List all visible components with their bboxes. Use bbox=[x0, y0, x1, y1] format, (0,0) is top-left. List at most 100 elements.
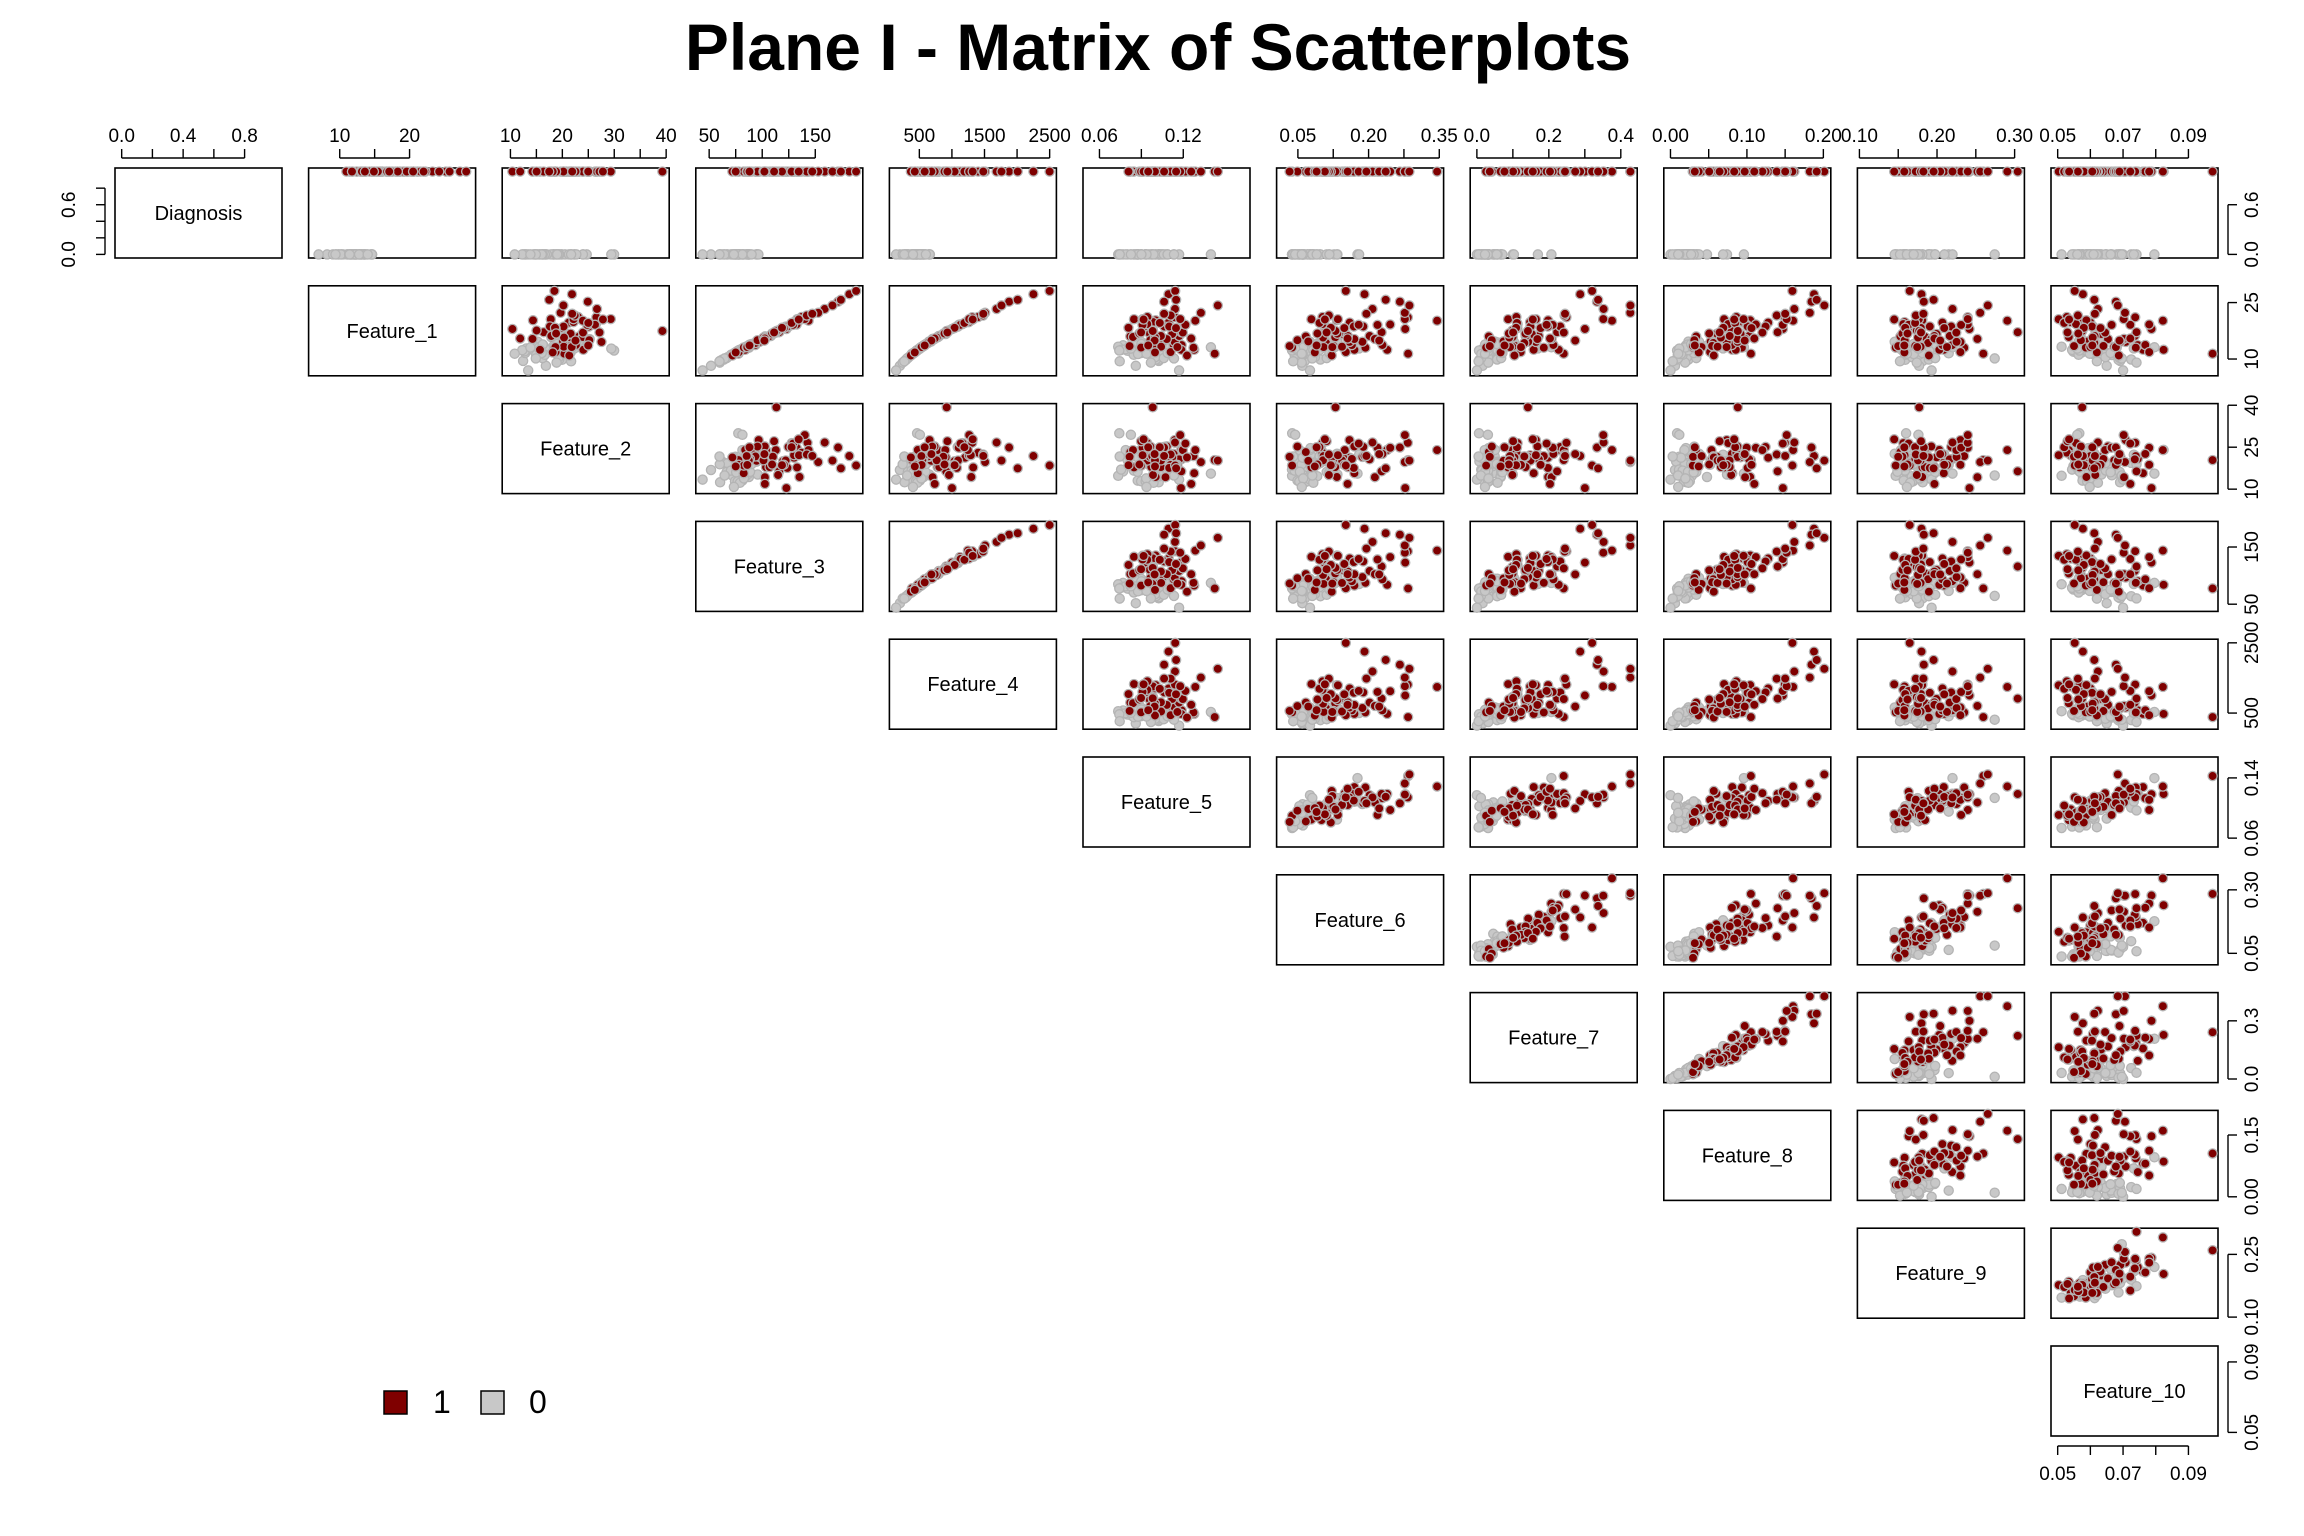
variable-label: Diagnosis bbox=[155, 203, 243, 225]
panel-feature-4-vs-feature-9 bbox=[1856, 637, 2026, 731]
point-class-1 bbox=[1300, 816, 1312, 827]
point-class-1 bbox=[1181, 586, 1193, 597]
point-class-1 bbox=[741, 450, 752, 462]
point-class-1 bbox=[1530, 449, 1542, 461]
point-class-1 bbox=[1212, 455, 1224, 466]
point-class-0 bbox=[1173, 602, 1185, 613]
point-class-1 bbox=[959, 441, 970, 453]
point-class-0 bbox=[2128, 249, 2140, 260]
point-class-1 bbox=[807, 166, 818, 177]
point-class-1 bbox=[1888, 314, 1900, 325]
panel-diagnosis-vs-feature-5 bbox=[1082, 166, 1251, 260]
point-class-1 bbox=[1142, 704, 1154, 716]
point-class-1 bbox=[1284, 578, 1295, 589]
panel-feature-4-vs-feature-6 bbox=[1275, 637, 1445, 731]
point-class-1 bbox=[1373, 448, 1385, 460]
point-class-1 bbox=[1789, 437, 1800, 448]
point-class-0 bbox=[1989, 353, 2000, 364]
point-class-1 bbox=[1689, 577, 1701, 588]
point-class-1 bbox=[2112, 532, 2124, 544]
point-class-1 bbox=[1431, 681, 1443, 693]
point-class-0 bbox=[705, 464, 717, 476]
point-class-1 bbox=[1522, 325, 1534, 337]
point-class-0 bbox=[1508, 249, 1520, 260]
panel-feature-1-vs-feature-8 bbox=[1663, 284, 1832, 377]
point-class-1 bbox=[1384, 319, 1396, 330]
point-class-1 bbox=[1714, 327, 1725, 338]
point-class-1 bbox=[1170, 166, 1182, 177]
point-class-1 bbox=[2012, 166, 2023, 177]
point-class-1 bbox=[2106, 319, 2117, 331]
point-class-1 bbox=[2068, 578, 2080, 589]
point-class-1 bbox=[2125, 166, 2136, 177]
point-class-1 bbox=[1380, 294, 1391, 306]
point-class-1 bbox=[1757, 327, 1768, 338]
point-class-1 bbox=[1172, 706, 1183, 718]
point-class-0 bbox=[1296, 249, 1308, 260]
point-class-1 bbox=[1311, 704, 1322, 716]
point-class-1 bbox=[2062, 692, 2073, 704]
point-class-1 bbox=[1569, 701, 1581, 712]
point-class-0 bbox=[890, 365, 902, 376]
point-class-1 bbox=[1749, 333, 1760, 344]
point-class-1 bbox=[346, 166, 358, 177]
point-class-1 bbox=[1982, 532, 1994, 544]
point-class-1 bbox=[1714, 166, 1725, 177]
point-class-1 bbox=[850, 285, 862, 297]
panel-feature-2-vs-feature-9 bbox=[1856, 402, 2026, 495]
point-class-1 bbox=[1721, 578, 1732, 589]
point-class-1 bbox=[566, 288, 578, 300]
point-class-1 bbox=[1728, 314, 1740, 325]
panel-feature-5-vs-feature-7 bbox=[1469, 756, 1638, 848]
point-class-1 bbox=[1361, 673, 1372, 684]
point-class-1 bbox=[966, 471, 977, 483]
point-class-0 bbox=[1672, 348, 1684, 359]
point-class-1 bbox=[1128, 678, 1140, 690]
point-class-1 bbox=[1789, 666, 1800, 677]
panel-feature-3-vs-feature-7 bbox=[1469, 519, 1638, 613]
point-class-0 bbox=[728, 481, 740, 493]
point-class-1 bbox=[1353, 685, 1364, 697]
point-class-0 bbox=[746, 249, 757, 260]
point-class-1 bbox=[771, 402, 782, 413]
point-class-1 bbox=[1757, 563, 1768, 574]
point-class-1 bbox=[1212, 663, 1224, 675]
point-class-1 bbox=[2207, 166, 2218, 177]
point-class-0 bbox=[509, 249, 520, 260]
point-class-1 bbox=[1928, 294, 1939, 306]
point-class-1 bbox=[1012, 527, 1023, 539]
point-class-1 bbox=[2118, 680, 2129, 692]
point-class-1 bbox=[550, 328, 562, 339]
point-class-1 bbox=[1804, 672, 1816, 683]
point-class-1 bbox=[1185, 568, 1197, 580]
point-class-1 bbox=[793, 166, 804, 177]
point-class-1 bbox=[1185, 699, 1197, 711]
point-class-1 bbox=[1124, 451, 1135, 463]
point-class-1 bbox=[1538, 342, 1550, 353]
point-class-1 bbox=[1012, 294, 1023, 306]
point-class-1 bbox=[543, 166, 555, 177]
panel-frame bbox=[501, 167, 671, 259]
point-class-1 bbox=[1169, 637, 1181, 649]
point-class-1 bbox=[1509, 350, 1520, 361]
point-class-1 bbox=[1170, 322, 1182, 334]
point-class-1 bbox=[1174, 429, 1186, 441]
point-class-1 bbox=[1625, 532, 1636, 544]
point-class-1 bbox=[597, 314, 609, 325]
point-class-1 bbox=[996, 166, 1007, 177]
panel-feature-2-vs-feature-10 bbox=[2050, 402, 2219, 495]
point-class-1 bbox=[1559, 450, 1571, 462]
panel-diagnosis-vs-feature-9 bbox=[1856, 166, 2026, 260]
point-class-1 bbox=[1188, 577, 1199, 589]
point-class-1 bbox=[1923, 350, 1935, 361]
point-class-0 bbox=[728, 249, 740, 260]
point-class-1 bbox=[1480, 460, 1492, 471]
point-class-1 bbox=[1399, 680, 1411, 692]
point-class-1 bbox=[1915, 327, 1927, 338]
point-class-1 bbox=[1962, 547, 1974, 558]
point-class-0 bbox=[1738, 249, 1750, 260]
point-class-1 bbox=[1687, 451, 1699, 463]
point-class-1 bbox=[2114, 166, 2125, 177]
panel-feature-1-vs-feature-10 bbox=[2050, 284, 2219, 377]
point-class-1 bbox=[2125, 478, 2136, 490]
